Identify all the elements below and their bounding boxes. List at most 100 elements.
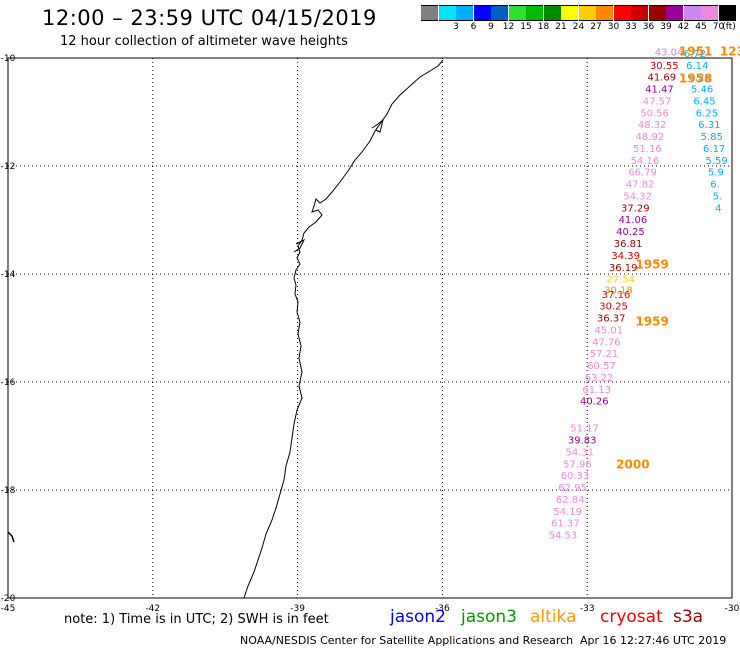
wave-height-value: 61.13 xyxy=(582,385,611,396)
colorbar-swatch xyxy=(421,5,438,21)
wave-height-value: 6.26 xyxy=(689,73,711,84)
colorbar-swatch xyxy=(718,5,736,21)
colorbar-swatch xyxy=(491,5,508,21)
wave-height-value: 47.76 xyxy=(592,337,621,348)
satellite-jason3: jason3 xyxy=(461,607,517,627)
wave-height-value: 37.29 xyxy=(621,203,650,214)
wave-height-value: 48.32 xyxy=(638,120,667,131)
wave-height-value: 51.16 xyxy=(633,144,662,155)
colorbar-label: 45 xyxy=(695,22,707,32)
map-subtitle: 12 hour collection of altimeter wave hei… xyxy=(60,34,348,49)
map-border xyxy=(7,57,733,599)
wave-height-value: 62.84 xyxy=(556,495,585,506)
colorbar-swatch xyxy=(526,5,543,21)
colorbar-label: 70 xyxy=(712,22,725,32)
colorbar-label: 30 xyxy=(607,22,620,32)
colorbar-label: 18 xyxy=(537,22,550,32)
satellite-cryosat: cryosat xyxy=(600,607,663,627)
wave-height-value: 5.9 xyxy=(708,168,724,179)
wave-height-value: 61.37 xyxy=(551,519,580,530)
colorbar-label: 33 xyxy=(625,22,637,32)
wave-height-value: 40.26 xyxy=(580,397,609,408)
generated-time: Apr 16 12:27:46 UTC 2019 xyxy=(580,634,727,647)
wave-height-value: 45.01 xyxy=(594,325,623,336)
track-time-label: 123 xyxy=(720,44,740,58)
lon-tick-label: -30 xyxy=(725,604,740,614)
footer-note: note: 1) Time is in UTC; 2) SWH is in fe… xyxy=(64,612,329,627)
colorbar-swatch xyxy=(613,5,631,21)
colorbar-label: 3 xyxy=(453,22,459,32)
lon-tick-label: -45 xyxy=(1,604,16,614)
wave-height-value: 4 xyxy=(715,203,721,214)
wave-height-value: 51.17 xyxy=(570,424,599,435)
wave-height-value: 41.69 xyxy=(648,73,677,84)
wave-height-value: 5. xyxy=(713,191,723,202)
colorbar-label: 42 xyxy=(677,22,690,32)
island xyxy=(293,238,306,253)
track-time-label: 1951 xyxy=(679,44,712,58)
wave-height-value: 48.92 xyxy=(635,132,664,143)
wave-height-value: 47.82 xyxy=(626,180,655,191)
wave-height-value: 54.16 xyxy=(631,156,660,167)
credit-line: NOAA/NESDIS Center for Satellite Applica… xyxy=(240,634,574,647)
wave-height-value: 40.25 xyxy=(616,227,645,238)
colorbar-swatch xyxy=(648,5,666,21)
wave-height-value: 39.83 xyxy=(568,436,597,447)
lon-tick-label: -36 xyxy=(435,604,450,614)
lon-tick-label: -42 xyxy=(145,604,160,614)
lat-tick-label: -20 xyxy=(1,594,16,604)
wave-height-value: 30.25 xyxy=(599,302,628,313)
colorbar-label: 6 xyxy=(470,22,477,32)
wave-height-value: 5.46 xyxy=(691,85,713,96)
wave-height-value: 54.19 xyxy=(553,507,582,518)
satellite-jason2: jason2 xyxy=(390,607,446,627)
wave-height-value: 37.16 xyxy=(602,290,631,301)
wave-height-value: 63.22 xyxy=(585,373,614,384)
colorbar-label: 21 xyxy=(555,22,567,32)
wave-height-value: 62.95 xyxy=(558,483,587,494)
wave-height-value: 50.56 xyxy=(640,108,669,119)
colorbar-swatch xyxy=(561,5,578,21)
wave-height-value: 60.33 xyxy=(561,471,590,482)
colorbar-swatch xyxy=(666,5,683,21)
island xyxy=(7,531,15,543)
wave-height-value: 54.32 xyxy=(623,191,652,202)
colorbar-swatch xyxy=(596,5,613,21)
wave-height-value: 41.06 xyxy=(619,215,648,226)
colorbar-swatch xyxy=(683,5,701,21)
wave-height-value: 36.19 xyxy=(609,263,638,274)
wave-height-value: 47.57 xyxy=(643,96,672,107)
track-time-label: 1959 xyxy=(635,314,668,328)
wave-height-value: 66.79 xyxy=(628,168,657,179)
wave-height-value: 36.37 xyxy=(597,314,626,325)
colorbar-swatch xyxy=(578,5,596,21)
wave-height-value: 54.31 xyxy=(565,447,594,458)
wave-height-value: 6.17 xyxy=(703,144,725,155)
colorbar-label: 24 xyxy=(572,22,585,32)
wave-height-value: 30.55 xyxy=(650,61,679,72)
colorbar-swatch xyxy=(456,5,473,21)
wave-height-value: 6.25 xyxy=(696,108,718,119)
colorbar-swatch xyxy=(543,5,561,21)
satellite-s3a: s3a xyxy=(673,607,704,627)
wave-height-value: 5.85 xyxy=(701,132,723,143)
colorbar-swatch xyxy=(631,5,648,21)
wave-height-value: 6.45 xyxy=(693,96,715,107)
colorbar-label: 12 xyxy=(502,22,515,32)
colorbar-label: 39 xyxy=(660,22,672,32)
wave-height-value: 27.54 xyxy=(607,275,636,286)
track-time-label: 2000 xyxy=(616,457,649,471)
wave-height-value: 30.18 xyxy=(604,285,633,296)
map-title: 12:00 – 23:59 UTC 04/15/2019 xyxy=(42,6,377,30)
colorbar-label: 9 xyxy=(488,22,494,32)
track-time-label: 1959 xyxy=(635,258,668,272)
wave-height-value: 54.53 xyxy=(549,531,578,542)
coastline xyxy=(243,59,444,599)
wave-height-value: 34.39 xyxy=(611,251,640,262)
island xyxy=(371,118,384,133)
wave-height-value: 36.81 xyxy=(614,239,643,250)
wave-height-value: 6.72 xyxy=(684,49,706,60)
lon-tick-label: -39 xyxy=(290,604,305,614)
colorbar-label: 15 xyxy=(520,22,532,32)
